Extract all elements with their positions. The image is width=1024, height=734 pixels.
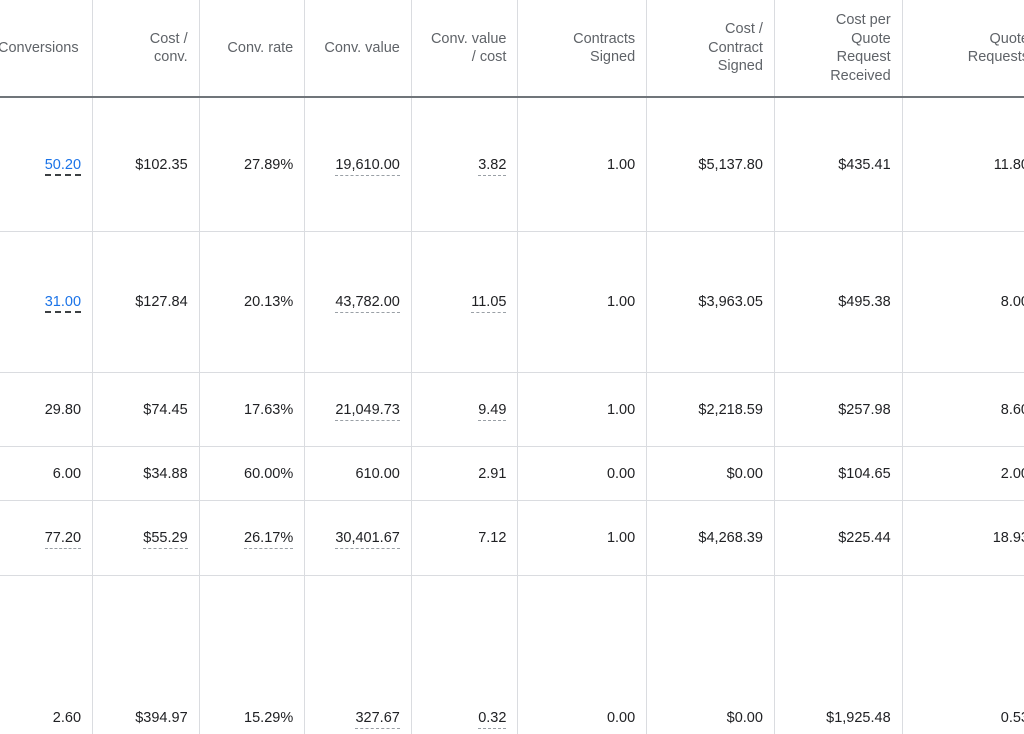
cost-contract-signed-cell: $2,218.59 bbox=[647, 373, 775, 447]
conversions-cell: 77.20 bbox=[0, 501, 93, 576]
cost-per-quote-cell: $225.44 bbox=[774, 501, 902, 576]
conversions-cell[interactable]: 50.20 bbox=[0, 97, 93, 232]
contracts-signed-cell: 1.00 bbox=[518, 97, 647, 232]
col-header-conv-value[interactable]: Conv. value bbox=[305, 0, 412, 97]
conv-rate-value[interactable]: 26.17% bbox=[244, 530, 293, 549]
cost-conv-cell: $127.84 bbox=[93, 232, 200, 373]
col-header-conv-rate[interactable]: Conv. rate bbox=[199, 0, 305, 97]
contracts-signed-cell: 0.00 bbox=[518, 447, 647, 501]
cost-per-quote-cell: $257.98 bbox=[774, 373, 902, 447]
col-header-conversions-label: Conversions bbox=[0, 40, 79, 56]
cost-conv-cell: $394.97 bbox=[93, 576, 200, 734]
conv-value-cost-cell: 0.32 bbox=[411, 576, 518, 734]
conv-value-cost-value[interactable]: 11.05 bbox=[471, 294, 506, 313]
conv-value-cost-cell: 9.49 bbox=[411, 373, 518, 447]
cost-per-quote-cell: $104.65 bbox=[774, 447, 902, 501]
conversions-link[interactable]: 50.20 bbox=[45, 157, 81, 176]
conversions-cell: 6.00 bbox=[0, 447, 93, 501]
conv-value-cell: 21,049.73 bbox=[305, 373, 412, 447]
contracts-signed-cell: 1.00 bbox=[518, 501, 647, 576]
conv-value-cost-value[interactable]: 9.49 bbox=[478, 402, 506, 421]
conversions-cell[interactable]: 31.00 bbox=[0, 232, 93, 373]
col-header-quote-requests[interactable]: Quote Requests bbox=[902, 0, 1024, 97]
cost-conv-cell: $74.45 bbox=[93, 373, 200, 447]
conversions-link[interactable]: 31.00 bbox=[45, 294, 81, 313]
table-row: 29.80 $74.45 17.63% 21,049.73 9.49 1.00 … bbox=[0, 373, 1024, 447]
table-row: 31.00 $127.84 20.13% 43,782.00 11.05 1.0… bbox=[0, 232, 1024, 373]
conv-value-value[interactable]: 327.67 bbox=[355, 710, 399, 729]
conv-value-cell: 30,401.67 bbox=[305, 501, 412, 576]
conv-value-cost-cell: 2.91 bbox=[411, 447, 518, 501]
conv-value-value[interactable]: 19,610.00 bbox=[335, 157, 400, 176]
contracts-signed-cell: 1.00 bbox=[518, 373, 647, 447]
conversions-value[interactable]: 77.20 bbox=[45, 530, 81, 549]
conv-value-cost-cell: 7.12 bbox=[411, 501, 518, 576]
col-header-cost-contract-signed[interactable]: Cost / Contract Signed bbox=[647, 0, 775, 97]
quote-requests-cell: 11.80 bbox=[902, 97, 1024, 232]
cost-conv-cell: $34.88 bbox=[93, 447, 200, 501]
conv-value-value[interactable]: 43,782.00 bbox=[335, 294, 400, 313]
cost-conv-cell: $55.29 bbox=[93, 501, 200, 576]
conversions-cell: 29.80 bbox=[0, 373, 93, 447]
conv-value-cost-value[interactable]: 0.32 bbox=[478, 710, 506, 729]
conv-value-cost-cell: 3.82 bbox=[411, 97, 518, 232]
conv-rate-cell: 60.00% bbox=[199, 447, 305, 501]
cost-conv-value[interactable]: $55.29 bbox=[143, 530, 187, 549]
conv-value-cell: 19,610.00 bbox=[305, 97, 412, 232]
conv-rate-cell: 15.29% bbox=[199, 576, 305, 734]
header-row: Conversions Cost / conv. Conv. rate Conv… bbox=[0, 0, 1024, 97]
quote-requests-cell: 2.00 bbox=[902, 447, 1024, 501]
col-header-conv-value-cost[interactable]: Conv. value / cost bbox=[411, 0, 518, 97]
conv-value-cell: 43,782.00 bbox=[305, 232, 412, 373]
cost-contract-signed-cell: $5,137.80 bbox=[647, 97, 775, 232]
cost-contract-signed-cell: $4,268.39 bbox=[647, 501, 775, 576]
quote-requests-cell: 8.00 bbox=[902, 232, 1024, 373]
cost-conv-cell: $102.35 bbox=[93, 97, 200, 232]
conversions-cell: 2.60 bbox=[0, 576, 93, 734]
cost-per-quote-cell: $1,925.48 bbox=[774, 576, 902, 734]
table-row: 2.60 $394.97 15.29% 327.67 0.32 0.00 $0.… bbox=[0, 576, 1024, 734]
col-header-conversions[interactable]: Conversions bbox=[0, 0, 93, 97]
conv-rate-cell: 26.17% bbox=[199, 501, 305, 576]
cost-contract-signed-cell: $0.00 bbox=[647, 576, 775, 734]
table-row: 6.00 $34.88 60.00% 610.00 2.91 0.00 $0.0… bbox=[0, 447, 1024, 501]
conv-value-value[interactable]: 30,401.67 bbox=[335, 530, 400, 549]
conv-value-cell: 610.00 bbox=[305, 447, 412, 501]
conv-rate-cell: 17.63% bbox=[199, 373, 305, 447]
quote-requests-cell: 18.93 bbox=[902, 501, 1024, 576]
conv-value-cost-cell: 11.05 bbox=[411, 232, 518, 373]
cost-contract-signed-cell: $3,963.05 bbox=[647, 232, 775, 373]
cost-contract-signed-cell: $0.00 bbox=[647, 447, 775, 501]
conv-value-cost-value[interactable]: 3.82 bbox=[478, 157, 506, 176]
quote-requests-cell: 8.60 bbox=[902, 373, 1024, 447]
cost-per-quote-cell: $435.41 bbox=[774, 97, 902, 232]
conv-rate-cell: 20.13% bbox=[199, 232, 305, 373]
quote-requests-cell: 0.53 bbox=[902, 576, 1024, 734]
conv-value-value[interactable]: 21,049.73 bbox=[335, 402, 400, 421]
col-header-cost-conv[interactable]: Cost / conv. bbox=[93, 0, 200, 97]
contracts-signed-cell: 1.00 bbox=[518, 232, 647, 373]
col-header-cost-per-quote[interactable]: Cost per Quote Request Received bbox=[774, 0, 902, 97]
cost-per-quote-cell: $495.38 bbox=[774, 232, 902, 373]
conv-rate-cell: 27.89% bbox=[199, 97, 305, 232]
col-header-contracts-signed[interactable]: Contracts Signed bbox=[518, 0, 647, 97]
table-row: 50.20 $102.35 27.89% 19,610.00 3.82 1.00… bbox=[0, 97, 1024, 232]
table-row: 77.20 $55.29 26.17% 30,401.67 7.12 1.00 … bbox=[0, 501, 1024, 576]
conv-value-cell: 327.67 bbox=[305, 576, 412, 734]
contracts-signed-cell: 0.00 bbox=[518, 576, 647, 734]
